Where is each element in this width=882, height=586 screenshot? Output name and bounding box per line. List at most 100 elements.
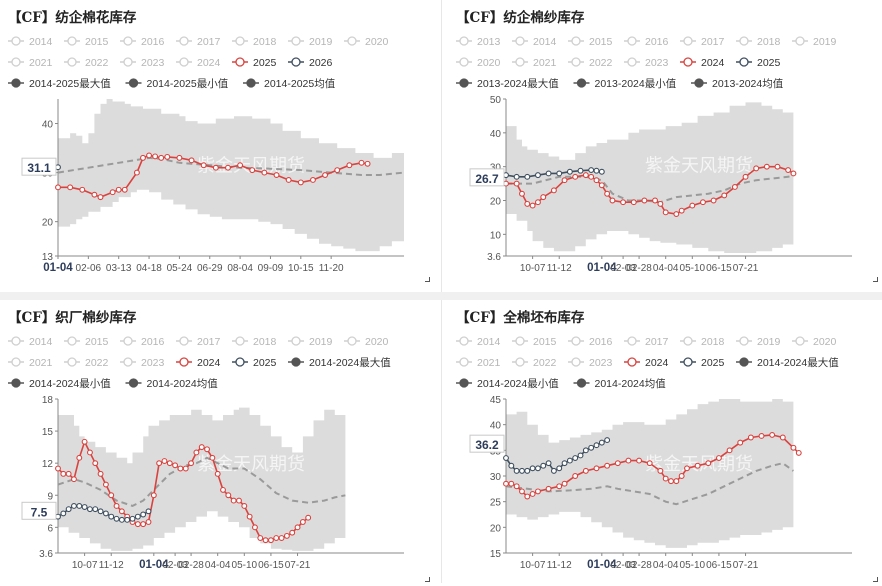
resize-handle-2[interactable] [873,277,878,282]
legend-item-2017[interactable]: 2017 [624,336,669,348]
legend-item-2020[interactable]: 2020 [792,336,837,348]
legend-item-2014-2025最小值[interactable]: 2014-2025最小值 [125,77,229,90]
legend-item-2014[interactable]: 2014 [456,336,501,348]
legend-item-2016[interactable]: 2016 [120,36,165,48]
legend-item-2022[interactable]: 2022 [64,57,109,69]
data-point [790,444,797,451]
legend-item-2021[interactable]: 2021 [8,357,53,369]
data-point [109,189,116,196]
legend-item-2014[interactable]: 2014 [8,36,53,48]
legend-marker-icon [795,336,805,346]
legend-item-2016[interactable]: 2016 [624,36,669,48]
data-point [742,173,749,180]
data-point [588,167,595,174]
data-point [636,457,643,464]
data-point [593,167,600,174]
data-point [273,172,280,178]
legend-item-2013-2024均值[interactable]: 2013-2024均值 [691,77,784,90]
legend-marker-icon [694,78,704,88]
legend-item-2015[interactable]: 2015 [512,336,557,348]
legend-item-2025[interactable]: 2025 [736,57,781,69]
legend-marker-icon [67,57,77,67]
legend-item-2018[interactable]: 2018 [736,36,781,48]
legend-item-2024[interactable]: 2024 [176,357,221,369]
legend-item-2019[interactable]: 2019 [736,336,781,348]
legend-item-2024[interactable]: 2024 [624,357,669,369]
data-point [214,470,221,477]
legend-item-2020[interactable]: 2020 [344,336,389,348]
legend-item-2014-2025最大值[interactable]: 2014-2025最大值 [8,77,111,90]
legend-item-2022[interactable]: 2022 [64,357,109,369]
x-tick-label: 07-21 [285,560,311,571]
legend-item-2025[interactable]: 2025 [680,357,725,369]
legend-item-2022[interactable]: 2022 [512,357,557,369]
legend-item-2014[interactable]: 2014 [512,36,557,48]
data-point [257,535,264,541]
legend-item-2019[interactable]: 2019 [792,36,837,48]
legend-item-2014-2024最小值[interactable]: 2014-2024最小值 [8,377,111,390]
legend-marker-icon [123,57,133,67]
legend-marker-icon [739,336,749,346]
legend-item-2023[interactable]: 2023 [568,357,613,369]
legend-item-2016[interactable]: 2016 [120,336,165,348]
resize-handle-4[interactable] [873,577,878,582]
legend-marker-icon [11,36,21,46]
legend-item-2014-2024最大值[interactable]: 2014-2024最大值 [736,356,839,369]
legend-item-2017[interactable]: 2017 [176,36,221,48]
legend-item-2020[interactable]: 2020 [344,36,389,48]
legend-item-2014-2025均值[interactable]: 2014-2025均值 [243,77,336,90]
legend-item-2021[interactable]: 2021 [512,57,557,69]
legend-marker-icon [11,57,21,67]
legend-item-2020[interactable]: 2020 [456,57,501,69]
data-point [249,167,256,174]
legend-label: 2021 [533,57,557,69]
x-tick-label: 02-28 [178,560,204,571]
legend-item-2015[interactable]: 2015 [64,336,109,348]
data-point [118,516,125,523]
x-tick-label: 01-04 [139,559,169,571]
legend-item-2017[interactable]: 2017 [176,336,221,348]
legend-label: 2014 [29,336,53,348]
legend-item-2018[interactable]: 2018 [232,336,277,348]
legend-item-2016[interactable]: 2016 [568,336,613,348]
legend-label: 2016 [645,36,669,48]
legend-item-2017[interactable]: 2017 [680,36,725,48]
legend-item-2015[interactable]: 2015 [568,36,613,48]
legend-item-2021[interactable]: 2021 [456,357,501,369]
legend-marker-icon [683,57,693,67]
legend-item-2014-2024最小值[interactable]: 2014-2024最小值 [456,377,559,390]
legend-item-2015[interactable]: 2015 [64,36,109,48]
legend-item-2014-2024均值[interactable]: 2014-2024均值 [125,377,219,390]
legend-item-2014-2024最大值[interactable]: 2014-2024最大值 [288,356,391,369]
legend-item-2023[interactable]: 2023 [624,57,669,69]
legend-item-2026[interactable]: 2026 [288,57,333,69]
legend-item-2014[interactable]: 2014 [8,336,53,348]
data-point [561,460,568,467]
chart-title-2: 【CF】纺企棉纱库存 [456,10,585,26]
legend-label: 2019 [309,36,333,48]
legend-item-2023[interactable]: 2023 [120,357,165,369]
data-point [689,202,696,209]
data-point [529,202,536,209]
x-tick-label: 04-04 [205,560,231,571]
legend-item-2018[interactable]: 2018 [680,336,725,348]
data-point [261,169,268,176]
legend-item-2013[interactable]: 2013 [456,36,501,48]
legend-item-2021[interactable]: 2021 [8,57,53,69]
legend-item-2024[interactable]: 2024 [176,57,221,69]
resize-handle-3[interactable] [425,577,430,582]
resize-handle-1[interactable] [425,277,430,282]
legend-item-2022[interactable]: 2022 [568,57,613,69]
legend-item-2013-2024最小值[interactable]: 2013-2024最小值 [573,77,677,90]
legend-item-2023[interactable]: 2023 [120,57,165,69]
legend-item-2018[interactable]: 2018 [232,36,277,48]
data-point [566,457,573,464]
legend-item-2014-2024均值[interactable]: 2014-2024均值 [573,377,667,390]
legend-item-2019[interactable]: 2019 [288,36,333,48]
legend-item-2019[interactable]: 2019 [288,336,333,348]
legend-item-2025[interactable]: 2025 [232,357,277,369]
legend-item-2025[interactable]: 2025 [232,57,277,69]
legend-item-2013-2024最大值[interactable]: 2013-2024最大值 [456,77,559,90]
data-point [614,460,621,467]
legend-item-2024[interactable]: 2024 [680,57,725,69]
